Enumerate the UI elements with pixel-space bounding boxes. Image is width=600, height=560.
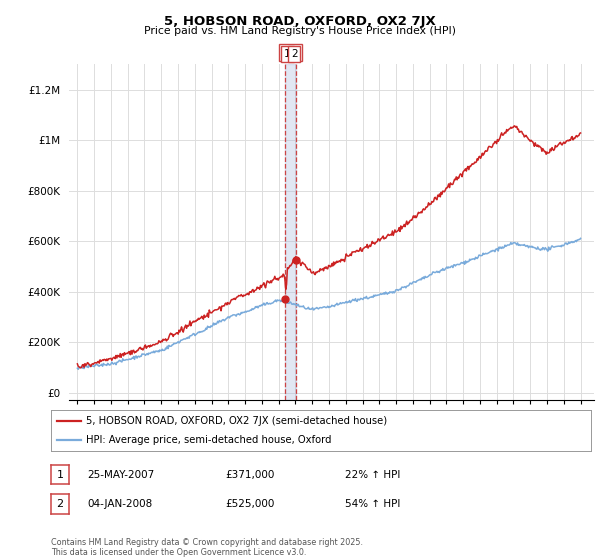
Text: Price paid vs. HM Land Registry's House Price Index (HPI): Price paid vs. HM Land Registry's House … — [144, 26, 456, 36]
Text: 04-JAN-2008: 04-JAN-2008 — [87, 499, 152, 509]
Text: 1: 1 — [56, 470, 64, 480]
Text: Contains HM Land Registry data © Crown copyright and database right 2025.
This d: Contains HM Land Registry data © Crown c… — [51, 538, 363, 557]
Text: 22% ↑ HPI: 22% ↑ HPI — [345, 470, 400, 480]
Text: 25-MAY-2007: 25-MAY-2007 — [87, 470, 154, 480]
Text: £371,000: £371,000 — [225, 470, 274, 480]
Text: 5, HOBSON ROAD, OXFORD, OX2 7JX (semi-detached house): 5, HOBSON ROAD, OXFORD, OX2 7JX (semi-de… — [86, 417, 387, 426]
Text: 1: 1 — [284, 49, 290, 59]
Text: 1 2: 1 2 — [282, 48, 299, 58]
Text: £525,000: £525,000 — [225, 499, 274, 509]
Bar — [285, 64, 296, 400]
Text: 2: 2 — [56, 499, 64, 509]
Text: 54% ↑ HPI: 54% ↑ HPI — [345, 499, 400, 509]
Text: 2: 2 — [291, 49, 298, 59]
Text: HPI: Average price, semi-detached house, Oxford: HPI: Average price, semi-detached house,… — [86, 435, 332, 445]
Text: 5, HOBSON ROAD, OXFORD, OX2 7JX: 5, HOBSON ROAD, OXFORD, OX2 7JX — [164, 15, 436, 28]
